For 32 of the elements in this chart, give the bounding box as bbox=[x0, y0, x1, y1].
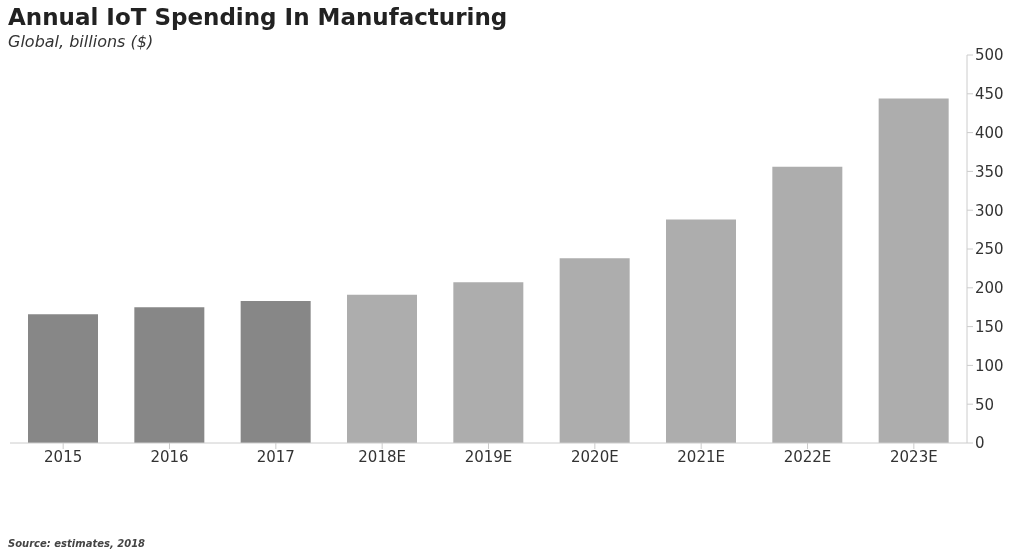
x-tick-label: 2018E bbox=[358, 447, 406, 466]
bar bbox=[347, 294, 417, 443]
chart-title: Annual IoT Spending In Manufacturing bbox=[8, 4, 508, 30]
y-tick-label: 150 bbox=[975, 317, 1004, 336]
chart-subtitle: Global, billions ($) bbox=[8, 32, 154, 51]
bar bbox=[878, 98, 949, 443]
y-tick-label: 500 bbox=[975, 46, 1004, 65]
bar bbox=[28, 314, 98, 443]
x-tick-label: 2023E bbox=[890, 447, 938, 466]
y-tick-label: 200 bbox=[975, 279, 1004, 298]
x-tick-label: 2022E bbox=[783, 447, 832, 466]
y-tick-label: 400 bbox=[975, 123, 1004, 142]
x-tick-label: 2021E bbox=[677, 447, 725, 466]
bar bbox=[666, 219, 736, 443]
y-tick-label: 300 bbox=[975, 201, 1004, 220]
y-tick-label: 0 bbox=[975, 434, 985, 453]
x-tick-label: 2016 bbox=[150, 447, 189, 466]
bar bbox=[134, 307, 205, 443]
bar bbox=[772, 166, 843, 443]
bar bbox=[453, 282, 524, 443]
y-tick-label: 50 bbox=[975, 395, 995, 414]
y-tick-label: 450 bbox=[975, 85, 1004, 104]
y-tick-label: 250 bbox=[975, 240, 1004, 259]
y-tick-label: 350 bbox=[975, 162, 1004, 181]
source-note: Source: estimates, 2018 bbox=[8, 538, 146, 549]
bar bbox=[559, 258, 630, 443]
x-tick-label: 2017 bbox=[256, 447, 295, 466]
x-tick-label: 2020E bbox=[571, 447, 619, 466]
y-tick-label: 100 bbox=[975, 356, 1004, 375]
x-tick-label: 2019E bbox=[464, 447, 513, 466]
x-tick-label: 2015 bbox=[44, 447, 83, 466]
bar bbox=[240, 300, 311, 443]
